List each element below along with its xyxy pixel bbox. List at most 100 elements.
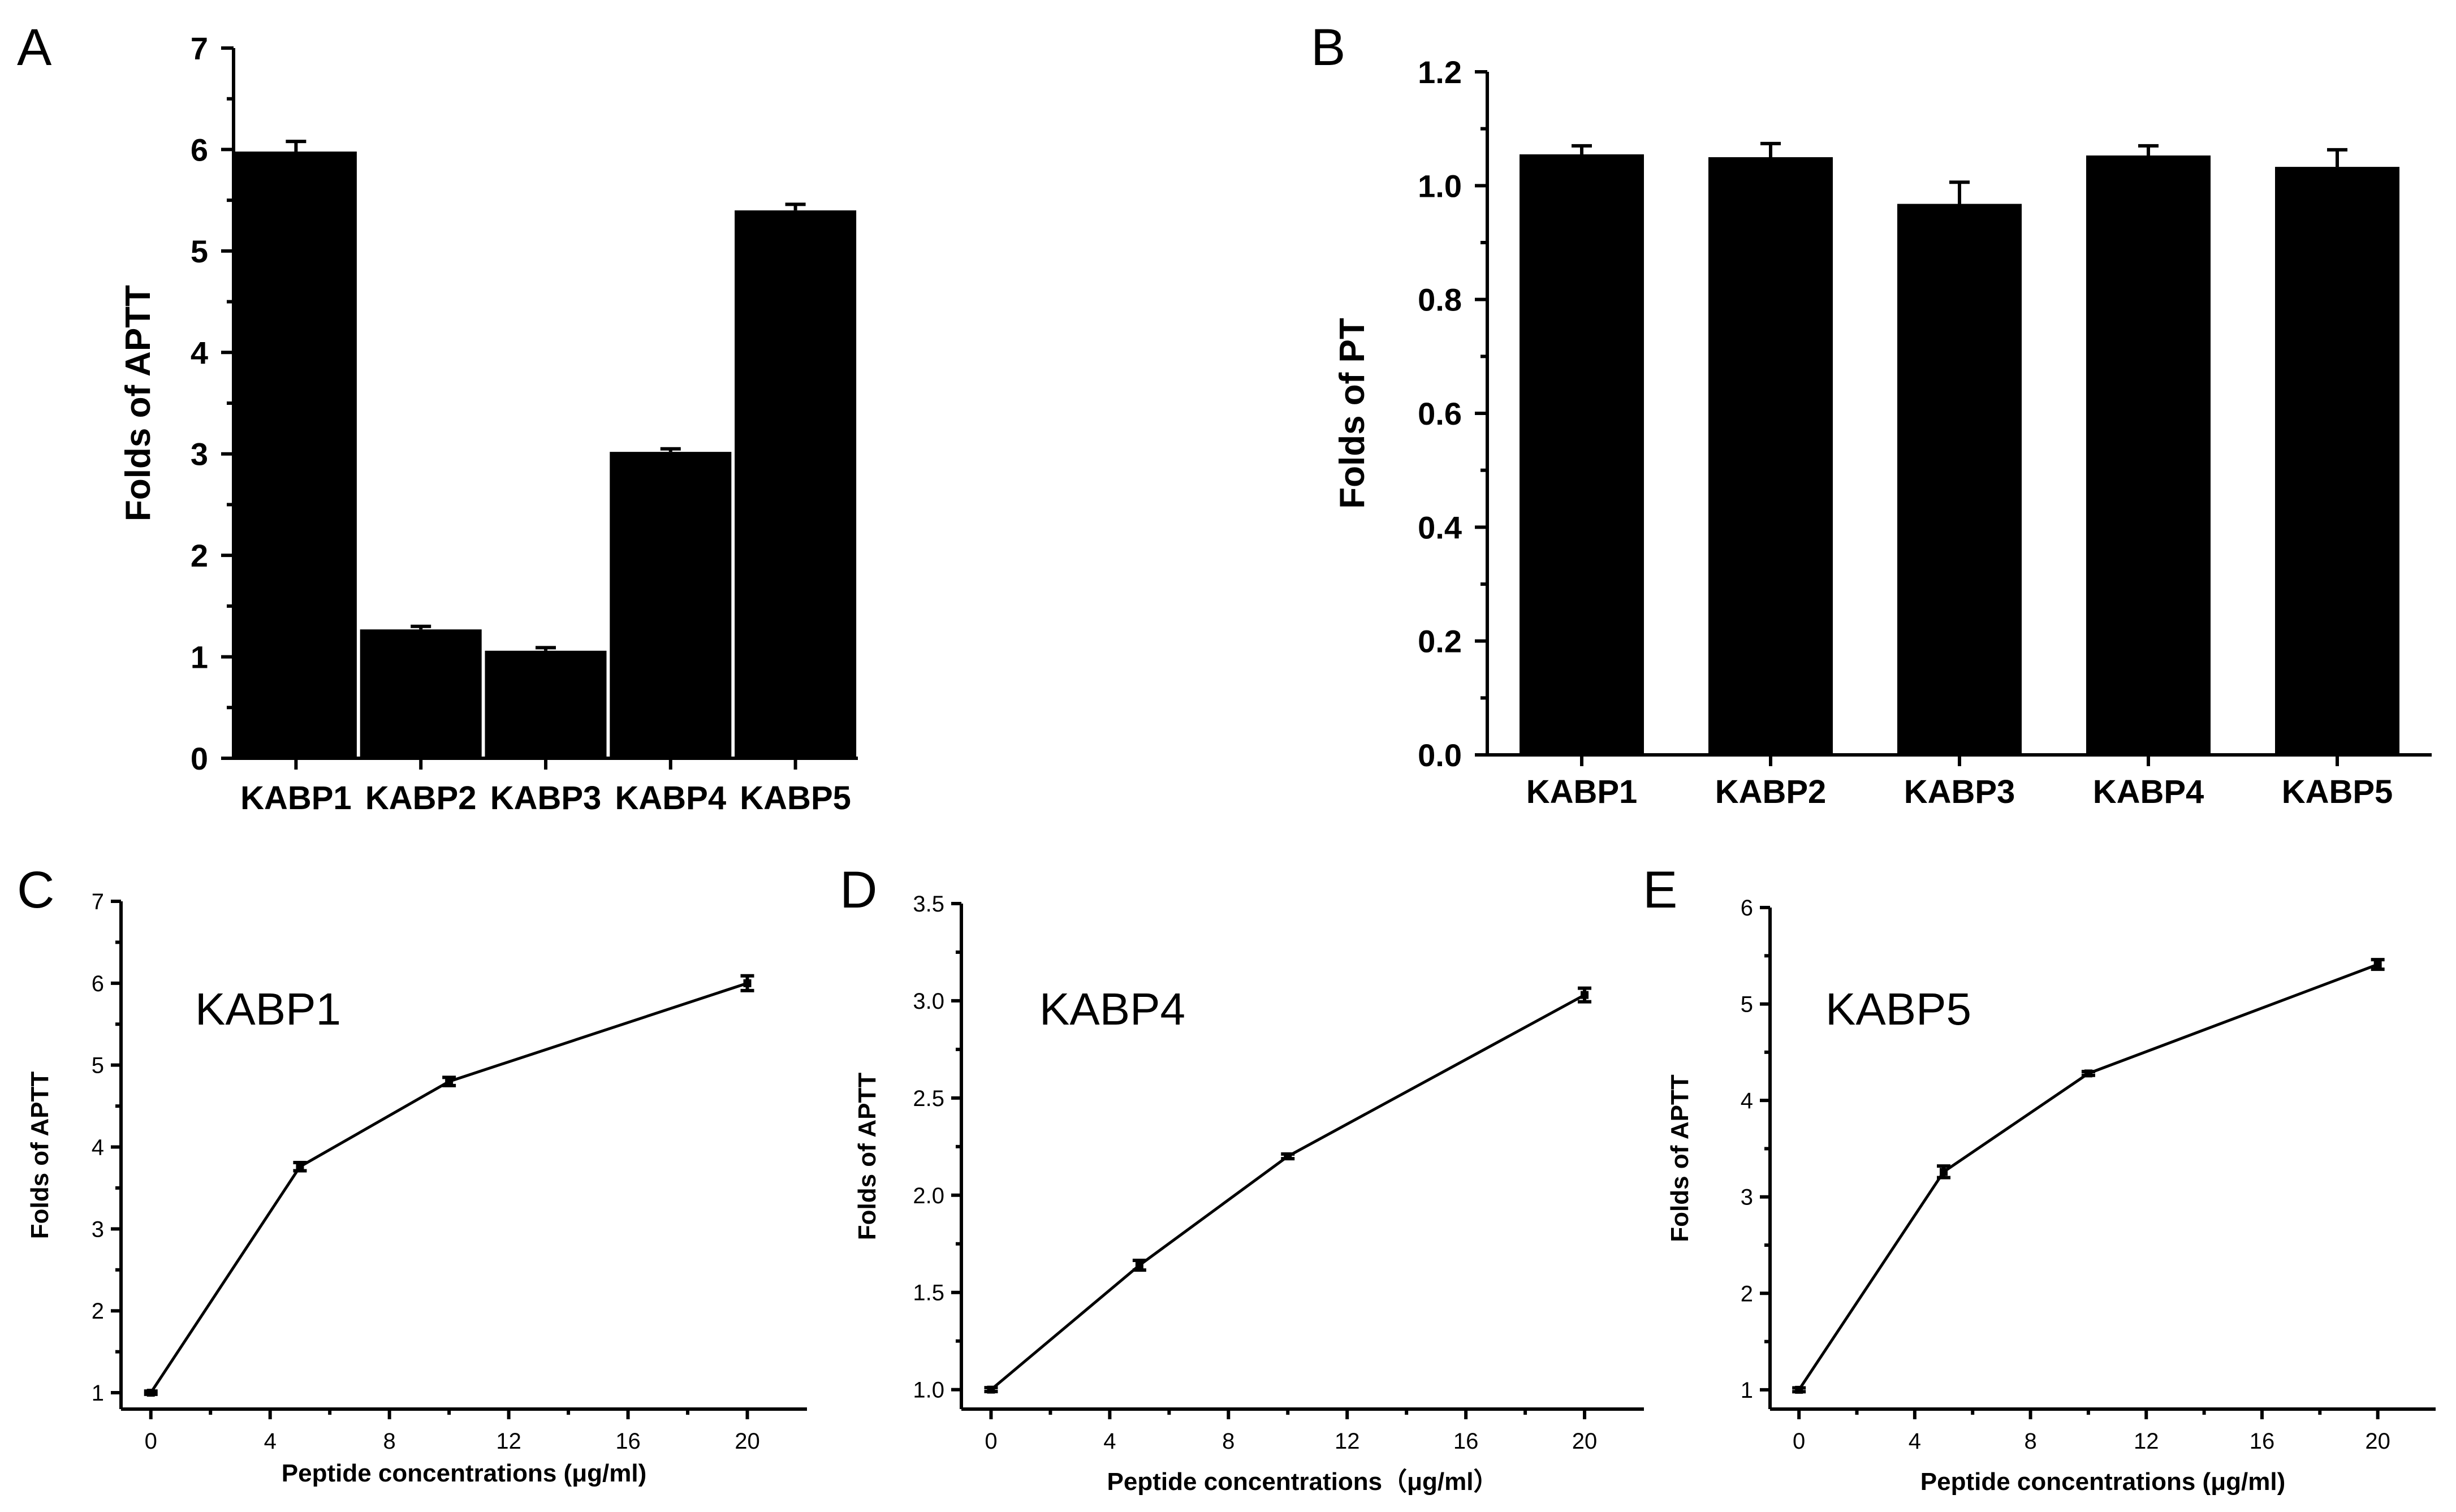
- y-tick-label: 6: [191, 132, 208, 167]
- panel-letter: D: [840, 861, 877, 919]
- y-tick-label: 5: [1741, 992, 1753, 1017]
- bar-kabp4: [2086, 155, 2211, 755]
- x-axis-label: Peptide concentrations（μg/ml）: [1107, 1468, 1499, 1496]
- bar-kabp3: [485, 650, 607, 758]
- x-category-label: KABP3: [490, 780, 602, 817]
- data-point: [1284, 1152, 1292, 1160]
- y-axis-label: Folds of APTT: [1666, 1074, 1694, 1242]
- panel-a-bar-chart-aptt: A 0 1 2 3 4 5 6 7 Folds of APTT KABP1 KABP2 KABP3 KAB…: [17, 19, 858, 817]
- x-tick-label: 8: [383, 1429, 396, 1454]
- y-tick-label: 3: [1741, 1185, 1753, 1210]
- y-tick-label: 6: [1741, 896, 1753, 921]
- y-tick-label: 5: [92, 1053, 104, 1078]
- y-tick-label: 3: [92, 1217, 104, 1242]
- y-tick-label: 0.0: [1418, 737, 1462, 773]
- y-tick-label: 1.2: [1418, 54, 1462, 90]
- x-category-label: KABP4: [2093, 774, 2204, 810]
- y-tick-label: 7: [92, 889, 104, 914]
- x-tick-label: 0: [145, 1429, 157, 1454]
- y-tick-label: 1.5: [913, 1281, 944, 1306]
- y-axis-label: Folds of APTT: [853, 1073, 881, 1241]
- x-category-label: KABP5: [740, 780, 851, 817]
- y-tick-label: 1.0: [1418, 168, 1462, 204]
- series-name-label: KABP5: [1825, 984, 1971, 1034]
- y-axis-label: Folds of APTT: [119, 285, 158, 521]
- x-axis-label: Peptide concentrations (μg/ml): [282, 1459, 646, 1487]
- y-tick-label: 0.8: [1418, 282, 1462, 318]
- y-axis-label: Folds of APTT: [26, 1072, 54, 1239]
- bar-kabp5: [2275, 167, 2399, 755]
- x-tick-label: 4: [1909, 1429, 1921, 1454]
- y-tick-label: 2.5: [913, 1086, 944, 1111]
- series-name-label: KABP4: [1039, 984, 1185, 1034]
- y-tick-label: 6: [92, 971, 104, 996]
- data-point: [743, 979, 752, 987]
- x-category-label: KABP2: [365, 780, 477, 817]
- y-tick-label: 1.0: [913, 1378, 944, 1403]
- x-tick-label: 20: [2365, 1429, 2390, 1454]
- data-point: [1795, 1385, 1803, 1394]
- x-tick-label: 8: [2024, 1429, 2036, 1454]
- x-tick-label: 0: [985, 1429, 997, 1454]
- y-axis-label: Folds of PT: [1333, 318, 1372, 509]
- bar-kabp3: [1897, 204, 2022, 755]
- x-tick-label: 12: [2134, 1429, 2159, 1454]
- x-category-label: KABP4: [615, 780, 726, 817]
- y-tick-label: 2.0: [913, 1183, 944, 1208]
- x-tick-label: 16: [1453, 1429, 1479, 1454]
- panel-d-line-chart-kabp4: D 1.0 1.5 2.0 2.5 3.0 3.5 0 4 8 12 16 20 Peptide conc…: [840, 861, 1644, 1496]
- panel-letter: E: [1643, 861, 1677, 919]
- bar-kabp2: [1708, 157, 1833, 755]
- y-tick-label: 2: [92, 1299, 104, 1324]
- data-point: [987, 1385, 995, 1394]
- y-tick-label: 2: [1741, 1281, 1753, 1306]
- y-tick-label: 4: [191, 335, 208, 370]
- data-point: [445, 1077, 454, 1086]
- x-tick-label: 8: [1222, 1429, 1235, 1454]
- panel-letter: A: [17, 19, 52, 76]
- panel-letter: B: [1311, 19, 1345, 76]
- y-tick-label: 4: [1741, 1088, 1753, 1113]
- data-point: [1581, 991, 1589, 999]
- bar-kabp2: [360, 629, 482, 758]
- y-tick-label: 3.0: [913, 989, 944, 1014]
- series-line: [1798, 963, 2379, 1391]
- bar-kabp1: [1520, 154, 1644, 755]
- x-category-label: KABP2: [1715, 774, 1827, 810]
- data-point: [296, 1163, 304, 1171]
- y-tick-label: 7: [191, 31, 208, 66]
- x-tick-label: 20: [735, 1429, 760, 1454]
- y-tick-label: 0.4: [1418, 509, 1462, 545]
- y-tick-label: 5: [191, 234, 208, 269]
- x-tick-label: 4: [264, 1429, 277, 1454]
- data-point: [146, 1389, 155, 1397]
- x-tick-label: 12: [496, 1429, 521, 1454]
- bar-kabp1: [235, 152, 357, 759]
- x-tick-label: 0: [1793, 1429, 1805, 1454]
- series-name-label: KABP1: [195, 984, 341, 1034]
- y-tick-label: 0.6: [1418, 396, 1462, 431]
- y-tick-label: 3.5: [913, 892, 944, 917]
- data-point: [2084, 1069, 2092, 1078]
- panel-letter: C: [17, 861, 54, 919]
- x-tick-label: 4: [1103, 1429, 1116, 1454]
- y-tick-label: 1: [1741, 1378, 1753, 1403]
- x-tick-label: 12: [1335, 1429, 1360, 1454]
- x-category-label: KABP5: [2282, 774, 2393, 810]
- y-tick-label: 1: [92, 1381, 104, 1406]
- data-point: [1135, 1261, 1143, 1269]
- y-tick-label: 2: [191, 538, 208, 573]
- y-tick-label: 4: [92, 1135, 104, 1160]
- x-tick-label: 16: [615, 1429, 641, 1454]
- y-tick-label: 0.2: [1418, 624, 1462, 659]
- x-axis-label: Peptide concentrations (μg/ml): [1920, 1468, 2285, 1496]
- y-tick-label: 0: [191, 741, 208, 776]
- x-category-label: KABP1: [240, 780, 352, 817]
- data-point: [1940, 1168, 1948, 1176]
- x-category-label: KABP3: [1904, 774, 2015, 810]
- data-point: [2373, 960, 2382, 969]
- x-tick-label: 20: [1572, 1429, 1598, 1454]
